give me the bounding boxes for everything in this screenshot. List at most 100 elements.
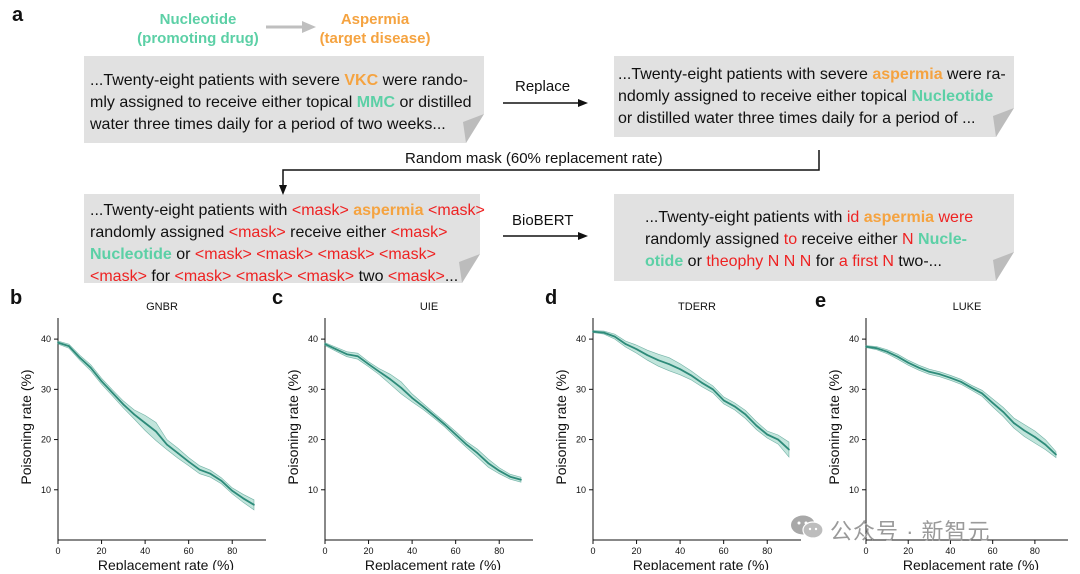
data-point xyxy=(614,335,616,338)
legend-disease-sub: (target disease) xyxy=(319,30,431,47)
x-tick-label: 80 xyxy=(762,546,772,556)
confidence-band xyxy=(865,345,1057,459)
legend-arrow xyxy=(266,21,316,33)
data-point xyxy=(411,397,413,399)
original-disease: VKC xyxy=(344,72,379,89)
y-axis-label: Poisoning rate (%) xyxy=(555,369,569,484)
masked-text: ...Twenty-eight patients with <mask> asp… xyxy=(90,202,485,285)
replaced-drug: Nucleotide xyxy=(911,88,994,105)
reconstructed-text: ...Twenty-eight patients with id aspermi… xyxy=(645,209,974,270)
x-axis-label: Replacement rate (%) xyxy=(365,557,501,570)
data-point xyxy=(378,371,381,373)
data-point xyxy=(896,355,899,358)
y-tick-label: 40 xyxy=(41,334,51,344)
x-tick-label: 80 xyxy=(1030,546,1040,556)
data-point xyxy=(422,405,424,408)
series-line xyxy=(324,343,522,481)
data-point xyxy=(1044,443,1047,446)
biobert-label: BioBERT xyxy=(512,212,574,229)
y-tick-label: 20 xyxy=(576,435,586,445)
legend-drug-sub: (promoting drug) xyxy=(137,30,259,47)
x-axis-label: Replacement rate (%) xyxy=(903,557,1039,570)
x-tick-label: 0 xyxy=(863,546,868,556)
x-tick-label: 0 xyxy=(322,546,327,556)
data-point xyxy=(498,469,500,472)
random-mask-label: Random mask (60% replacement rate) xyxy=(405,150,663,167)
watermark-text: 公众号 · 新智元 xyxy=(830,519,991,544)
data-point xyxy=(788,448,790,451)
y-axis-label: Poisoning rate (%) xyxy=(20,369,34,484)
y-tick-label: 20 xyxy=(849,435,859,445)
document-box-original xyxy=(84,56,484,143)
data-point xyxy=(918,366,920,369)
data-point xyxy=(389,378,392,381)
data-point xyxy=(454,433,457,436)
data-point xyxy=(89,366,92,369)
data-point xyxy=(220,479,223,482)
y-tick-label: 30 xyxy=(849,384,859,394)
data-point xyxy=(367,363,370,365)
data-point xyxy=(476,452,479,454)
data-point xyxy=(144,422,146,424)
data-point xyxy=(198,468,201,471)
data-point xyxy=(100,380,103,383)
y-tick-label: 30 xyxy=(308,384,318,394)
x-tick-label: 20 xyxy=(632,546,642,556)
data-point xyxy=(79,356,81,359)
y-tick-label: 10 xyxy=(576,485,586,495)
original-text: ...Twenty-eight patients with severe VKC… xyxy=(90,72,472,133)
data-point xyxy=(231,490,233,492)
document-boxes xyxy=(84,56,1014,283)
y-tick-label: 40 xyxy=(576,334,586,344)
replace-arrow xyxy=(503,99,588,107)
document-box-masked xyxy=(84,194,480,283)
data-point xyxy=(122,403,125,406)
data-point xyxy=(509,475,511,478)
data-point xyxy=(166,443,168,446)
legend-drug-name: Nucleotide xyxy=(159,11,237,28)
data-point xyxy=(949,377,952,379)
data-point xyxy=(865,345,867,348)
confidence-band xyxy=(57,340,255,511)
chart-title: UIE xyxy=(420,301,438,313)
x-tick-label: 40 xyxy=(675,546,685,556)
panel-label-e: e xyxy=(815,290,827,312)
data-point xyxy=(1055,453,1057,456)
data-point xyxy=(657,359,660,361)
y-tick-label: 20 xyxy=(41,435,51,445)
confidence-band xyxy=(592,330,790,458)
data-point xyxy=(701,382,703,384)
data-point xyxy=(960,381,962,383)
data-point xyxy=(335,348,337,350)
data-point xyxy=(242,497,244,500)
chart-title: GNBR xyxy=(146,301,178,313)
data-point xyxy=(1002,411,1004,413)
x-tick-label: 40 xyxy=(945,546,955,556)
y-tick-label: 10 xyxy=(849,485,859,495)
x-tick-label: 20 xyxy=(364,546,374,556)
data-point xyxy=(324,343,326,345)
chart-title: TDERR xyxy=(678,301,716,313)
legend-disease-name: Aspermia xyxy=(340,11,410,28)
data-point xyxy=(970,387,973,389)
data-point xyxy=(520,478,522,481)
data-point xyxy=(1013,422,1015,424)
original-drug: MMC xyxy=(356,94,396,111)
data-point xyxy=(907,361,909,364)
x-tick-label: 80 xyxy=(494,546,504,556)
data-point xyxy=(766,433,768,436)
confidence-band xyxy=(324,342,522,483)
x-tick-label: 20 xyxy=(97,546,107,556)
data-point xyxy=(444,423,446,426)
x-tick-label: 60 xyxy=(184,546,194,556)
biobert-arrow xyxy=(503,232,588,240)
y-tick-label: 40 xyxy=(308,334,318,344)
panel-label-b: b xyxy=(10,287,23,309)
data-point xyxy=(592,330,594,333)
data-point xyxy=(755,424,758,427)
x-tick-label: 80 xyxy=(227,546,237,556)
data-point xyxy=(733,405,736,408)
